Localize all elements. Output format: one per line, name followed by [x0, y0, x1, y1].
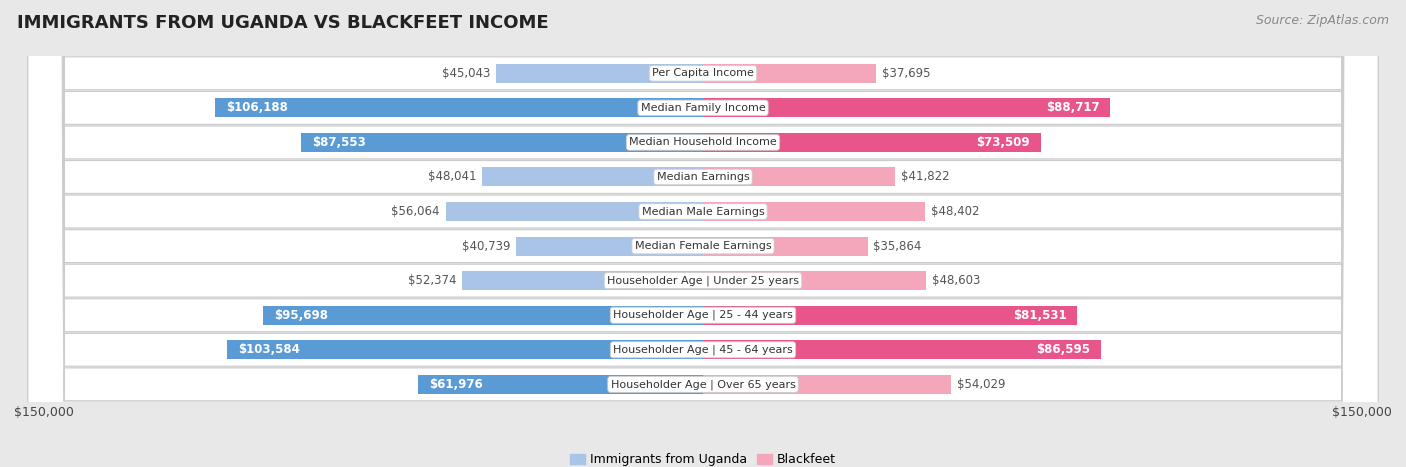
Bar: [446, 202, 703, 221]
Bar: [516, 237, 703, 255]
Bar: [703, 64, 876, 83]
Text: $40,739: $40,739: [463, 240, 510, 253]
FancyBboxPatch shape: [28, 0, 1378, 467]
Text: $150,000: $150,000: [14, 406, 75, 419]
Text: Median Household Income: Median Household Income: [628, 137, 778, 148]
Bar: [419, 375, 703, 394]
Text: $106,188: $106,188: [226, 101, 288, 114]
Text: $37,695: $37,695: [882, 67, 931, 80]
Text: $86,595: $86,595: [1036, 343, 1090, 356]
FancyBboxPatch shape: [28, 0, 1378, 467]
Bar: [703, 99, 1111, 117]
Text: $87,553: $87,553: [312, 136, 366, 149]
Text: $35,864: $35,864: [873, 240, 921, 253]
Text: $103,584: $103,584: [238, 343, 299, 356]
Bar: [703, 168, 896, 186]
Text: Median Male Earnings: Median Male Earnings: [641, 206, 765, 217]
Bar: [703, 271, 927, 290]
Text: Median Earnings: Median Earnings: [657, 172, 749, 182]
Text: $150,000: $150,000: [1331, 406, 1392, 419]
Bar: [703, 375, 950, 394]
Text: Householder Age | Over 65 years: Householder Age | Over 65 years: [610, 379, 796, 389]
Text: $73,509: $73,509: [976, 136, 1029, 149]
Text: $52,374: $52,374: [408, 274, 457, 287]
Bar: [463, 271, 703, 290]
FancyBboxPatch shape: [28, 0, 1378, 467]
Text: $48,041: $48,041: [429, 170, 477, 184]
Legend: Immigrants from Uganda, Blackfeet: Immigrants from Uganda, Blackfeet: [565, 448, 841, 467]
Text: Householder Age | Under 25 years: Householder Age | Under 25 years: [607, 276, 799, 286]
FancyBboxPatch shape: [28, 0, 1378, 467]
Text: Per Capita Income: Per Capita Income: [652, 68, 754, 78]
Text: Median Female Earnings: Median Female Earnings: [634, 241, 772, 251]
Bar: [215, 99, 703, 117]
FancyBboxPatch shape: [28, 0, 1378, 467]
Bar: [228, 340, 703, 359]
Text: $61,976: $61,976: [429, 378, 484, 391]
Text: Householder Age | 25 - 44 years: Householder Age | 25 - 44 years: [613, 310, 793, 320]
Bar: [703, 306, 1077, 325]
Bar: [703, 237, 868, 255]
FancyBboxPatch shape: [28, 0, 1378, 467]
Text: $54,029: $54,029: [956, 378, 1005, 391]
Text: Householder Age | 45 - 64 years: Householder Age | 45 - 64 years: [613, 345, 793, 355]
Bar: [263, 306, 703, 325]
Text: $45,043: $45,043: [443, 67, 491, 80]
Bar: [703, 202, 925, 221]
Bar: [482, 168, 703, 186]
Bar: [703, 340, 1101, 359]
Bar: [301, 133, 703, 152]
Bar: [703, 133, 1040, 152]
FancyBboxPatch shape: [28, 0, 1378, 467]
Text: Source: ZipAtlas.com: Source: ZipAtlas.com: [1256, 14, 1389, 27]
Bar: [496, 64, 703, 83]
FancyBboxPatch shape: [28, 0, 1378, 467]
Text: $81,531: $81,531: [1012, 309, 1066, 322]
Text: $48,603: $48,603: [932, 274, 980, 287]
Text: $48,402: $48,402: [931, 205, 980, 218]
Text: Median Family Income: Median Family Income: [641, 103, 765, 113]
Text: IMMIGRANTS FROM UGANDA VS BLACKFEET INCOME: IMMIGRANTS FROM UGANDA VS BLACKFEET INCO…: [17, 14, 548, 32]
Text: $88,717: $88,717: [1046, 101, 1099, 114]
Text: $95,698: $95,698: [274, 309, 329, 322]
FancyBboxPatch shape: [28, 0, 1378, 467]
Text: $56,064: $56,064: [391, 205, 440, 218]
Text: $41,822: $41,822: [901, 170, 949, 184]
FancyBboxPatch shape: [28, 0, 1378, 467]
